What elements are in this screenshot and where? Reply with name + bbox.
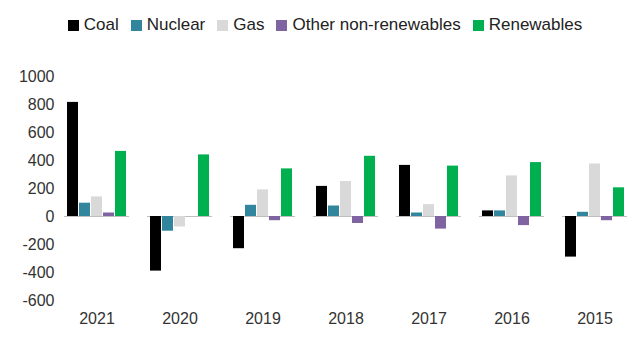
- svg-text:2017: 2017: [411, 310, 447, 327]
- svg-text:800: 800: [28, 96, 55, 113]
- svg-text:600: 600: [28, 124, 55, 141]
- svg-text:2018: 2018: [328, 310, 364, 327]
- svg-text:-600: -600: [22, 292, 54, 309]
- html-text:Other non-renewables: Other non-renewables: [292, 15, 461, 34]
- html-text:Coal: Coal: [83, 15, 119, 34]
- html-text:Nuclear: Nuclear: [146, 15, 206, 34]
- svg-text:2021: 2021: [79, 310, 115, 327]
- html-text:Renewables: Renewables: [488, 15, 583, 34]
- svg-text:200: 200: [28, 180, 55, 197]
- svg-text:-400: -400: [22, 264, 54, 281]
- svg-text:2019: 2019: [245, 310, 281, 327]
- svg-text:0: 0: [46, 208, 55, 225]
- svg-text:2016: 2016: [494, 310, 530, 327]
- svg-text:400: 400: [28, 152, 55, 169]
- svg-text:-200: -200: [22, 236, 54, 253]
- svg-text:2015: 2015: [577, 310, 613, 327]
- svg-text:1000: 1000: [19, 68, 55, 85]
- html-text:Gas: Gas: [233, 15, 265, 34]
- svg-text:2020: 2020: [162, 310, 198, 327]
